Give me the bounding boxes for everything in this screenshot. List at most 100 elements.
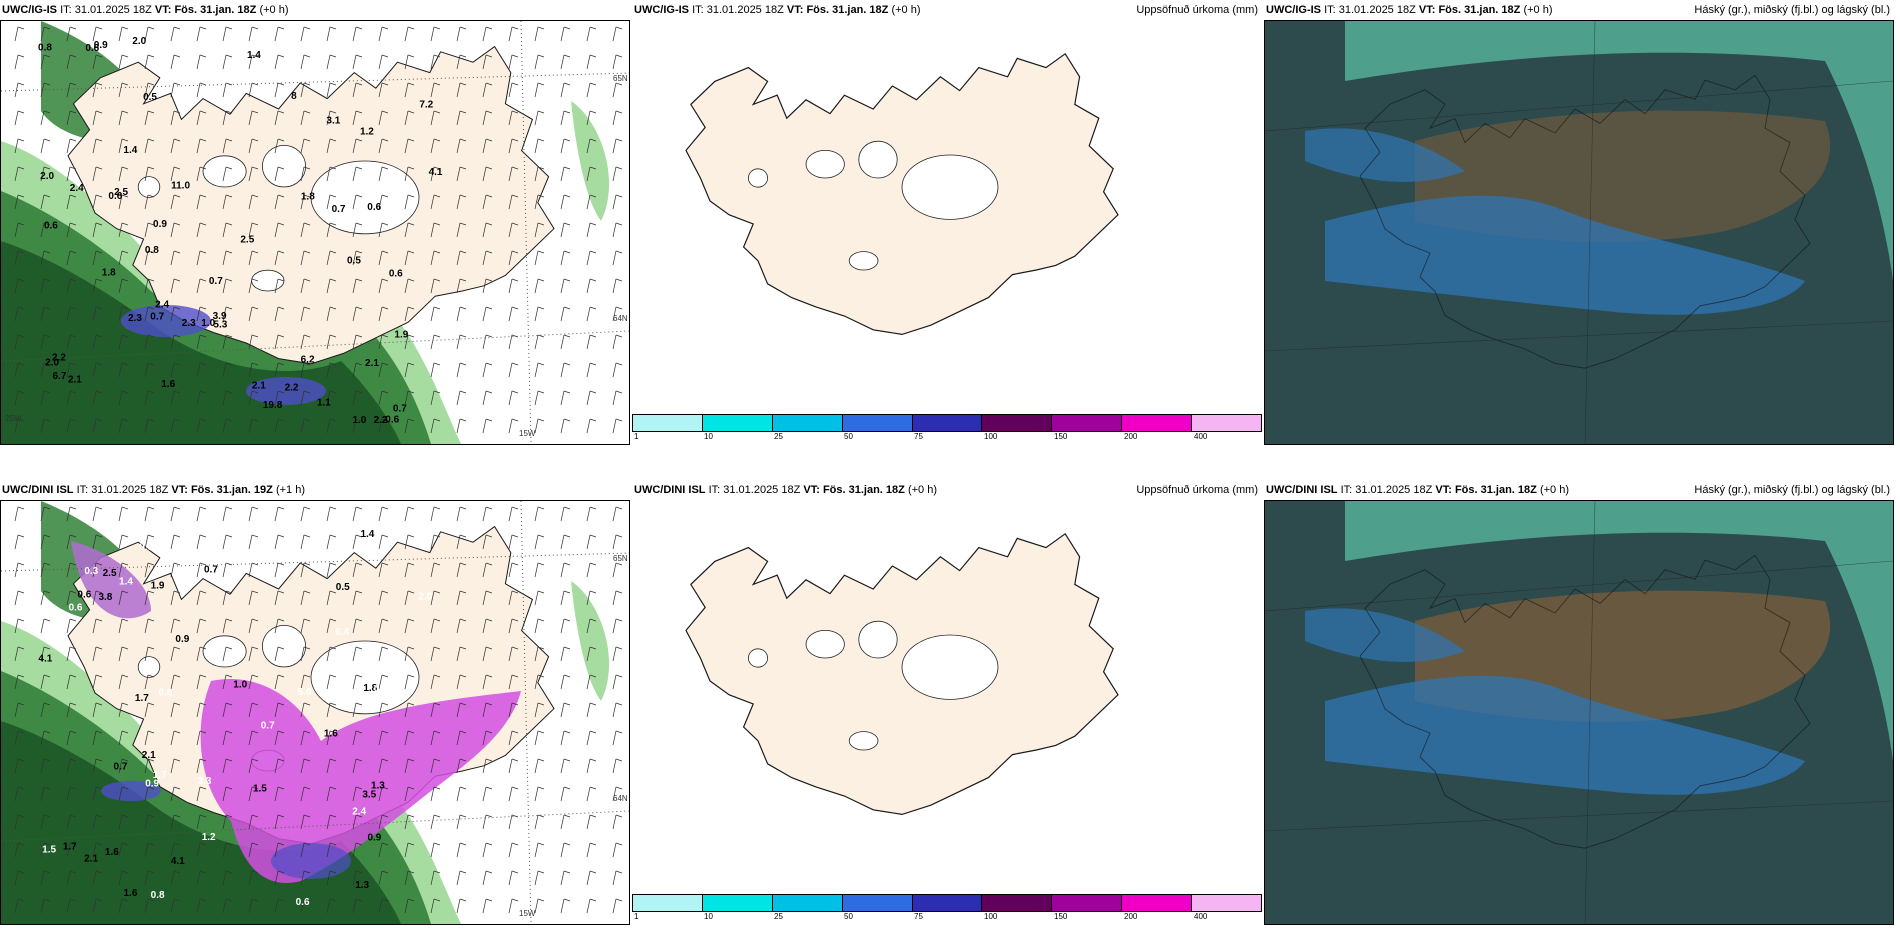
glacier — [137, 656, 161, 678]
wind-map[interactable]: 65N 64N 15W 25W 0.7 0.6 0.6 0.5 0.6 0.5 1.0 0.8 0.7 0… — [0, 20, 630, 445]
wind-barb — [430, 334, 435, 350]
wind-barb — [14, 250, 19, 266]
wind-barb — [173, 250, 181, 254]
wind-barb — [196, 82, 201, 98]
wind-barb — [17, 222, 25, 226]
wind-barb — [17, 590, 25, 594]
wind-barb — [508, 362, 513, 378]
value-label: 1.6 — [324, 729, 338, 740]
panel-header: UWC/DINI ISL IT: 31.01.2025 18Z VT: Fös.… — [1264, 480, 1894, 500]
wind-barb — [482, 306, 487, 322]
graticule — [1, 810, 629, 842]
wind-barb — [378, 362, 383, 378]
wind-barb — [326, 534, 331, 550]
wind-barb — [459, 674, 467, 678]
precip-colorbar — [632, 894, 1262, 912]
wind-barb — [511, 138, 519, 142]
wind-barb — [586, 618, 591, 634]
glacier — [310, 640, 420, 715]
wind-barb — [433, 674, 441, 678]
glacier — [137, 176, 161, 198]
wind-barb — [118, 842, 123, 858]
wind-barb — [170, 534, 175, 550]
wind-barb — [17, 362, 25, 366]
wind-barb — [199, 786, 207, 790]
wind-barb — [300, 138, 305, 154]
wind-barb — [199, 362, 207, 366]
wind-barb — [277, 702, 285, 706]
wind-barb — [615, 110, 623, 114]
wind-barb — [118, 898, 123, 914]
precip-map[interactable] — [632, 500, 1262, 890]
value-label: 0.8 — [38, 43, 52, 54]
cloud-map[interactable] — [1264, 20, 1894, 445]
wind-barb — [277, 334, 285, 338]
wind-barb — [248, 534, 253, 550]
wind-barb — [225, 138, 233, 142]
wind-barb — [17, 618, 25, 622]
wind-barb — [456, 730, 461, 746]
wind-barb — [329, 814, 337, 818]
wind-barb — [118, 786, 123, 802]
wind-barb — [14, 870, 19, 886]
wind-barb — [118, 362, 123, 378]
wind-barb — [147, 898, 155, 902]
wind-barb — [407, 166, 415, 170]
wind-barb — [407, 306, 415, 310]
wind-barb — [40, 842, 45, 858]
wind-barb — [251, 166, 259, 170]
wind-barb — [612, 758, 617, 774]
wind-map[interactable]: 65N 64N 15W 0.8 0.9 0.6 0.3 0.9 1.5 0.5 1.3 0.7 0.6 0… — [0, 500, 630, 925]
wind-barb — [196, 758, 201, 774]
wind-barb — [433, 278, 441, 282]
wind-barb — [66, 418, 71, 434]
wind-barb — [303, 390, 311, 394]
wind-barb — [225, 418, 233, 422]
cloud-map[interactable] — [1264, 500, 1894, 925]
wind-barb — [586, 506, 591, 522]
wind-barb — [95, 646, 103, 650]
wind-barb — [381, 306, 389, 310]
precip-panel-row0: UWC/IG-IS IT: 31.01.2025 18Z VT: Fös. 31… — [632, 0, 1262, 445]
wind-barb — [404, 758, 409, 774]
wind-barb — [511, 702, 519, 706]
wind-barb — [456, 250, 461, 266]
panel-header: UWC/IG-IS IT: 31.01.2025 18Z VT: Fös. 31… — [1264, 0, 1894, 20]
wind-barb — [404, 506, 409, 522]
precip-colorbar-ticks: 1 10 25 50 75 100 150 200 400 — [632, 432, 1262, 444]
wind-barb — [196, 110, 201, 126]
wind-barb — [196, 814, 201, 830]
wind-barb — [300, 562, 305, 578]
wind-barb — [485, 82, 493, 86]
wind-barb — [612, 562, 617, 578]
wind-barb — [378, 618, 383, 634]
wind-barb — [482, 390, 487, 406]
wind-barb — [511, 194, 519, 198]
wind-barb — [43, 334, 51, 338]
wind-barb — [118, 194, 123, 210]
wind-barb — [433, 646, 441, 650]
wind-barb — [352, 870, 357, 886]
wind-barb — [69, 814, 77, 818]
value-label: 2.1 — [365, 358, 379, 369]
precip-map[interactable] — [632, 20, 1262, 410]
wind-barb — [511, 82, 519, 86]
wind-barb — [303, 250, 311, 254]
wind-barb — [482, 898, 487, 914]
wind-barb — [251, 702, 259, 706]
cloud-panel-row1: UWC/DINI ISL IT: 31.01.2025 18Z VT: Fös.… — [1264, 480, 1894, 925]
wind-panel-row0: UWC/IG-IS IT: 31.01.2025 18Z VT: Fös. 31… — [0, 0, 630, 445]
colorbar-swatch — [1192, 895, 1262, 911]
colorbar-tick: 25 — [774, 912, 783, 921]
wind-barb — [173, 138, 181, 142]
wind-barb — [563, 506, 571, 510]
wind-barb — [14, 362, 19, 378]
wind-barb — [459, 534, 467, 538]
wind-barb — [589, 814, 597, 818]
wind-barb — [508, 814, 513, 830]
wind-barb — [615, 590, 623, 594]
wind-barb — [170, 362, 175, 378]
wind-barb — [43, 646, 51, 650]
wind-barb — [485, 306, 493, 310]
wind-barb — [615, 646, 623, 650]
